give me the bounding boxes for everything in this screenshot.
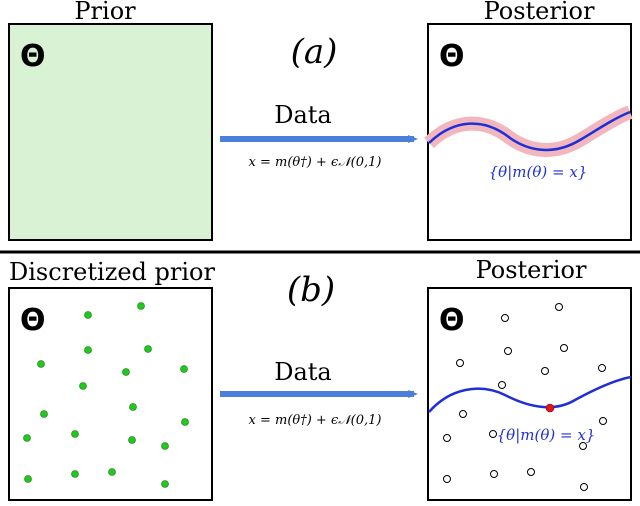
posterior-sample-dot <box>541 367 549 375</box>
prior-sample-dot <box>180 365 188 373</box>
prior-sample-dot <box>37 360 45 368</box>
posterior-sample-dot <box>501 314 509 322</box>
prior-sample-dot <box>137 302 145 310</box>
prior-sample-dot <box>122 368 130 376</box>
theta-symbol: Θ <box>439 303 465 338</box>
theta-symbol: Θ <box>439 39 465 74</box>
prior-samples <box>23 302 189 488</box>
prior-sample-dot <box>24 475 32 483</box>
panel-a: Prior Θ (a) Data x = m(θ†) + ϵ𝒩(0,1) Pos… <box>8 0 633 241</box>
equation: x = m(θ†) + ϵ𝒩(0,1) <box>249 155 382 170</box>
panel-tag: (a) <box>291 32 338 72</box>
posterior-sample-dot <box>598 364 606 372</box>
prior-sample-dot <box>181 418 189 426</box>
posterior-box <box>427 287 632 501</box>
prior-sample-dot <box>79 382 87 390</box>
curve-label: {θ|m(θ) = x} <box>489 163 588 181</box>
posterior-sample-dot <box>498 381 506 389</box>
curve-label: {θ|m(θ) = x} <box>497 426 596 444</box>
prior-box <box>8 287 213 501</box>
posterior-title: Posterior <box>484 0 595 25</box>
posterior-sample-dot <box>490 470 498 478</box>
posterior-sample-dot <box>555 303 563 311</box>
prior-title: Discretized prior <box>9 258 215 286</box>
prior-sample-dot <box>128 436 136 444</box>
arrow-label: Data <box>274 358 332 386</box>
prior-sample-dot <box>71 470 79 478</box>
prior-sample-dot <box>108 468 116 476</box>
posterior-sample-dot <box>443 475 451 483</box>
prior-sample-dot <box>23 434 31 442</box>
posterior-sample-dot <box>560 344 568 352</box>
prior-sample-dot <box>161 480 169 488</box>
posterior-samples <box>443 303 607 491</box>
selected-sample-dot <box>545 403 555 413</box>
prior-sample-dot <box>161 442 169 450</box>
posterior-curve <box>428 110 631 152</box>
posterior-sample-dot <box>459 410 467 418</box>
prior-sample-dot <box>84 311 92 319</box>
posterior-sample-dot <box>443 434 451 442</box>
theta-symbol: Θ <box>20 39 46 74</box>
prior-box <box>8 23 213 241</box>
prior-sample-dot <box>40 410 48 418</box>
prior-sample-dot <box>84 346 92 354</box>
arrow-label: Data <box>274 101 332 129</box>
posterior-sample-dot <box>456 359 464 367</box>
prior-sample-dot <box>144 345 152 353</box>
posterior-sample-dot <box>580 483 588 491</box>
posterior-title: Posterior <box>476 256 587 284</box>
panel-b: Discretized prior Θ (b) Data <box>8 256 632 501</box>
prior-sample-dot <box>129 403 137 411</box>
posterior-sample-dot <box>489 430 497 438</box>
posterior-sample-dot <box>579 442 587 450</box>
prior-sample-dot <box>71 430 79 438</box>
posterior-sample-dot <box>527 468 535 476</box>
theta-symbol: Θ <box>20 303 46 338</box>
equation: x = m(θ†) + ϵ𝒩(0,1) <box>249 413 382 428</box>
posterior-sample-dot <box>599 417 607 425</box>
posterior-curve <box>428 375 632 413</box>
prior-title: Prior <box>74 0 136 25</box>
posterior-sample-dot <box>504 347 512 355</box>
panel-tag: (b) <box>287 270 335 310</box>
